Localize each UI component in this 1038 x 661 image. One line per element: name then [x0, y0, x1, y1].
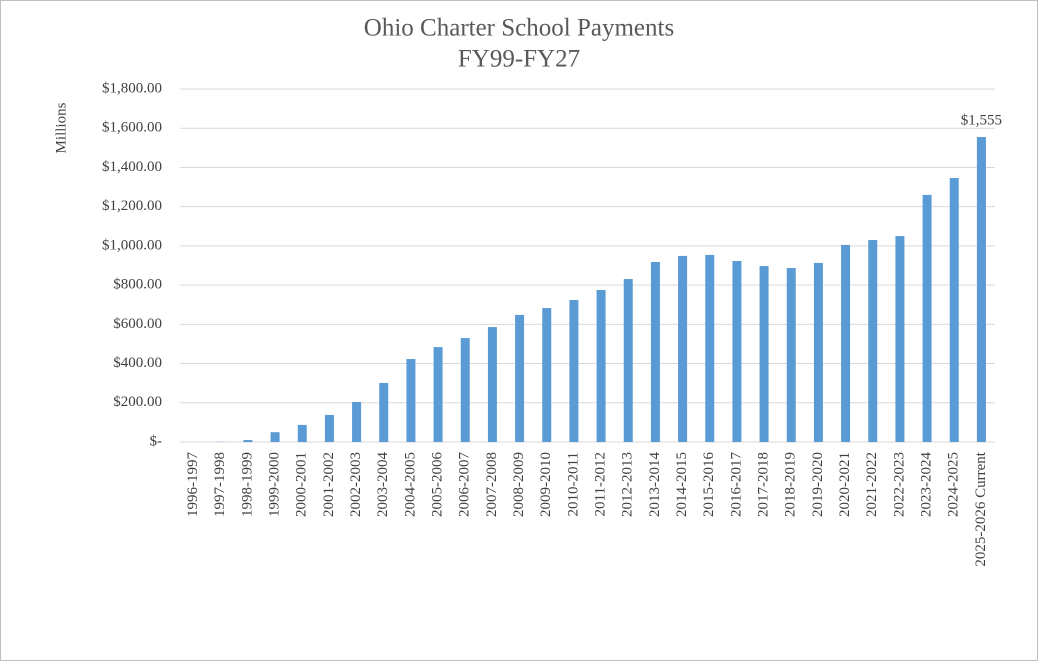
bar	[270, 432, 280, 442]
x-tick-label: 2009-2010	[538, 452, 554, 517]
bar	[406, 359, 416, 442]
x-tick-label: 2005-2006	[430, 452, 446, 517]
bar	[678, 255, 688, 442]
x-tick-label: 2020-2021	[837, 452, 853, 517]
x-tick-label: 2007-2008	[484, 452, 500, 517]
x-tick-label: 2022-2023	[891, 452, 907, 517]
x-tick-label: 1998-1999	[239, 452, 255, 517]
x-tick-label: 2015-2016	[701, 452, 717, 517]
y-tick-label: $1,000.00	[102, 237, 162, 253]
bar	[976, 137, 986, 442]
bar	[759, 266, 769, 442]
bar	[324, 414, 334, 442]
x-tick-label: 2011-2012	[593, 452, 609, 516]
x-tick-label: 2001-2002	[321, 452, 337, 517]
bar	[596, 290, 606, 442]
y-tick-label: $800.00	[113, 277, 162, 293]
y-tick-label: $1,200.00	[102, 198, 162, 214]
bar	[460, 338, 470, 442]
x-tick-label: 2004-2005	[402, 452, 418, 517]
data-label: $1,555	[961, 112, 1002, 128]
x-tick-label: 2002-2003	[348, 452, 364, 517]
x-tick-label: 1999-2000	[267, 452, 283, 517]
y-tick-label: $-	[150, 433, 163, 449]
bar	[868, 240, 878, 442]
bar	[515, 314, 525, 442]
x-tick-label: 2003-2004	[375, 452, 391, 517]
x-tick-label: 2018-2019	[783, 452, 799, 517]
x-tick-label: 2023-2024	[919, 452, 935, 517]
bar	[352, 401, 362, 442]
x-tick-label: 2024-2025	[946, 452, 962, 517]
y-tick-label: $1,600.00	[102, 120, 162, 136]
x-tick-label: 1997-1998	[212, 452, 228, 517]
bar	[297, 424, 307, 442]
chart-title: Ohio Charter School Payments	[364, 15, 674, 42]
bar	[569, 300, 579, 442]
bar	[895, 236, 905, 442]
x-tick-label: 2000-2001	[294, 452, 310, 517]
x-tick-label: 2016-2017	[728, 452, 744, 517]
x-tick-label: 2025-2026 Current	[973, 451, 989, 566]
bar	[542, 308, 552, 442]
y-tick-label: $200.00	[113, 394, 162, 410]
chart-subtitle: FY99-FY27	[458, 46, 580, 73]
y-tick-label: $1,400.00	[102, 159, 162, 175]
x-tick-label: 2014-2015	[674, 452, 690, 517]
bar	[786, 268, 796, 442]
x-tick-label: 2017-2018	[756, 452, 772, 517]
bar	[433, 347, 443, 442]
x-tick-label: 2012-2013	[620, 452, 636, 517]
bar	[841, 244, 851, 442]
bar	[379, 382, 389, 442]
bar	[650, 261, 660, 442]
x-tick-label: 2021-2022	[864, 452, 880, 517]
bar	[813, 262, 823, 442]
bar	[922, 194, 932, 442]
x-tick-label: 2019-2020	[810, 452, 826, 517]
y-tick-label: $400.00	[113, 355, 162, 371]
bar	[949, 178, 959, 443]
bar	[487, 327, 497, 442]
y-tick-label: $600.00	[113, 316, 162, 332]
bar	[243, 440, 253, 442]
x-tick-label: 2008-2009	[511, 452, 527, 517]
y-axis-label: Millions	[53, 102, 69, 153]
bar	[732, 260, 742, 442]
x-tick-label: 2010-2011	[565, 452, 581, 516]
bar	[623, 279, 633, 442]
y-tick-label: $1,800.00	[102, 80, 162, 96]
x-tick-label: 2006-2007	[457, 452, 473, 517]
x-tick-label: 2013-2014	[647, 452, 663, 517]
x-tick-label: 1996-1997	[185, 452, 201, 517]
bar	[705, 254, 715, 442]
